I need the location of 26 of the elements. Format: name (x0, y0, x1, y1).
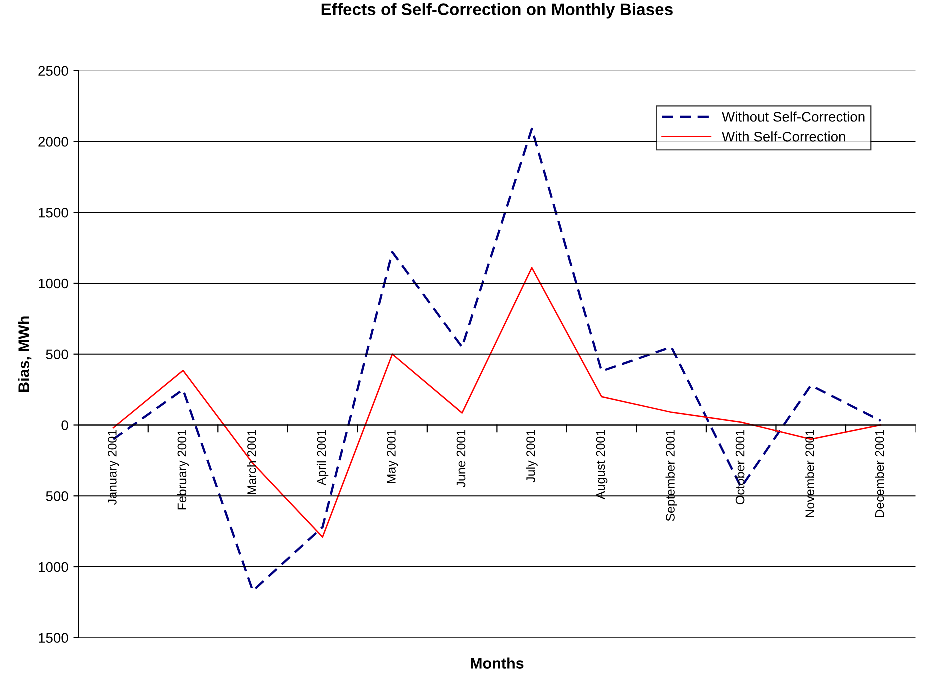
x-tick-label: April 2001 (316, 430, 329, 486)
x-axis-title: Months (471, 658, 524, 669)
x-tick-label: July 2001 (526, 430, 538, 483)
x-tick-label: October 2001 (736, 430, 745, 505)
y-tick-label: 500 (46, 350, 68, 360)
x-tick-label: June 2001 (456, 430, 466, 488)
y-tick-label: 2000 (38, 137, 68, 147)
x-tick-label: December 2001 (875, 430, 884, 518)
x-tick-label: March 2001 (247, 430, 256, 494)
y-tick-label: 1000 (39, 562, 68, 572)
y-tick-label: 1500 (39, 633, 68, 644)
y-tick-label: 1500 (39, 208, 68, 218)
x-tick-label: November 2001 (805, 430, 814, 518)
x-tick-label: May 2001 (387, 430, 398, 484)
y-axis-title: Bias, MWh (18, 316, 32, 392)
x-tick-label: August 2001 (596, 430, 608, 500)
chart-title: Effects of Self-Correction on Monthly Biases (322, 3, 673, 19)
y-tick-label: 500 (46, 491, 68, 502)
legend-label: With Self-Correction (722, 132, 846, 142)
x-tick-label: January 2001 (108, 430, 120, 505)
x-tick-label: February 2001 (177, 430, 190, 510)
y-tick-label: 0 (62, 420, 68, 430)
y-tick-label: 1000 (39, 278, 68, 289)
y-tick-label: 2500 (38, 66, 68, 76)
x-tick-label: September 2001 (666, 430, 678, 522)
legend-label: Without Self-Correction (722, 112, 865, 122)
